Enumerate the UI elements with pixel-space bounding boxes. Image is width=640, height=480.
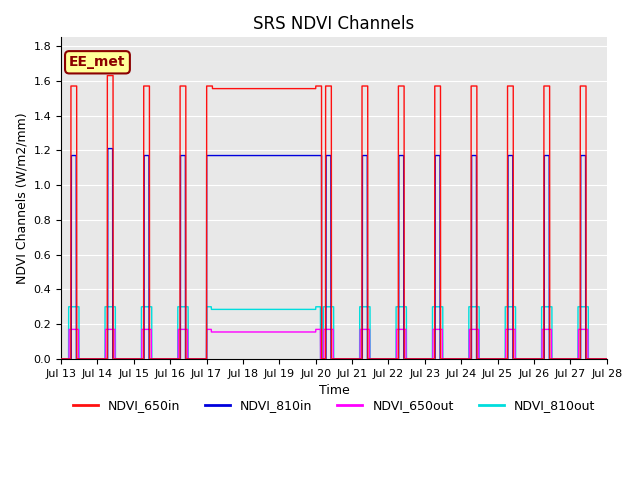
Line: NDVI_810in: NDVI_810in bbox=[61, 149, 607, 359]
NDVI_810out bbox=[189, 356, 196, 362]
NDVI_650out bbox=[386, 356, 394, 362]
NDVI_650out bbox=[353, 356, 361, 362]
NDVI_810in bbox=[104, 146, 111, 152]
NDVI_810in bbox=[266, 153, 274, 158]
NDVI_810in bbox=[189, 356, 196, 362]
Text: EE_met: EE_met bbox=[69, 55, 125, 69]
Line: NDVI_650in: NDVI_650in bbox=[61, 75, 607, 359]
NDVI_810out bbox=[57, 356, 65, 362]
NDVI_810out bbox=[386, 356, 394, 362]
NDVI_650in bbox=[94, 356, 102, 362]
NDVI_810in bbox=[94, 356, 102, 362]
NDVI_810in bbox=[57, 356, 65, 362]
Line: NDVI_810out: NDVI_810out bbox=[61, 307, 607, 359]
NDVI_810in bbox=[353, 356, 361, 362]
NDVI_650in bbox=[353, 356, 361, 362]
NDVI_650out bbox=[603, 356, 611, 362]
NDVI_650in bbox=[386, 356, 394, 362]
NDVI_650in bbox=[57, 356, 65, 362]
NDVI_650out bbox=[189, 356, 196, 362]
NDVI_650in bbox=[603, 356, 611, 362]
NDVI_650out bbox=[94, 356, 102, 362]
NDVI_650in bbox=[104, 72, 111, 78]
NDVI_810in bbox=[386, 356, 394, 362]
NDVI_810out bbox=[462, 356, 470, 362]
Legend: NDVI_650in, NDVI_810in, NDVI_650out, NDVI_810out: NDVI_650in, NDVI_810in, NDVI_650out, NDV… bbox=[68, 394, 600, 417]
Title: SRS NDVI Channels: SRS NDVI Channels bbox=[253, 15, 415, 33]
X-axis label: Time: Time bbox=[319, 384, 349, 397]
NDVI_810out bbox=[603, 356, 611, 362]
NDVI_650in bbox=[189, 356, 196, 362]
NDVI_810in bbox=[603, 356, 611, 362]
NDVI_810out bbox=[266, 307, 274, 312]
NDVI_810in bbox=[462, 356, 470, 362]
Y-axis label: NDVI Channels (W/m2/mm): NDVI Channels (W/m2/mm) bbox=[15, 112, 28, 284]
NDVI_650out bbox=[462, 356, 470, 362]
NDVI_650out bbox=[57, 356, 65, 362]
NDVI_650in bbox=[266, 86, 274, 92]
NDVI_810out bbox=[353, 356, 361, 362]
NDVI_810out bbox=[94, 356, 102, 362]
NDVI_650out bbox=[65, 326, 73, 332]
NDVI_650out bbox=[266, 329, 274, 335]
Line: NDVI_650out: NDVI_650out bbox=[61, 329, 607, 359]
NDVI_650in bbox=[462, 356, 470, 362]
NDVI_810out bbox=[65, 304, 72, 310]
